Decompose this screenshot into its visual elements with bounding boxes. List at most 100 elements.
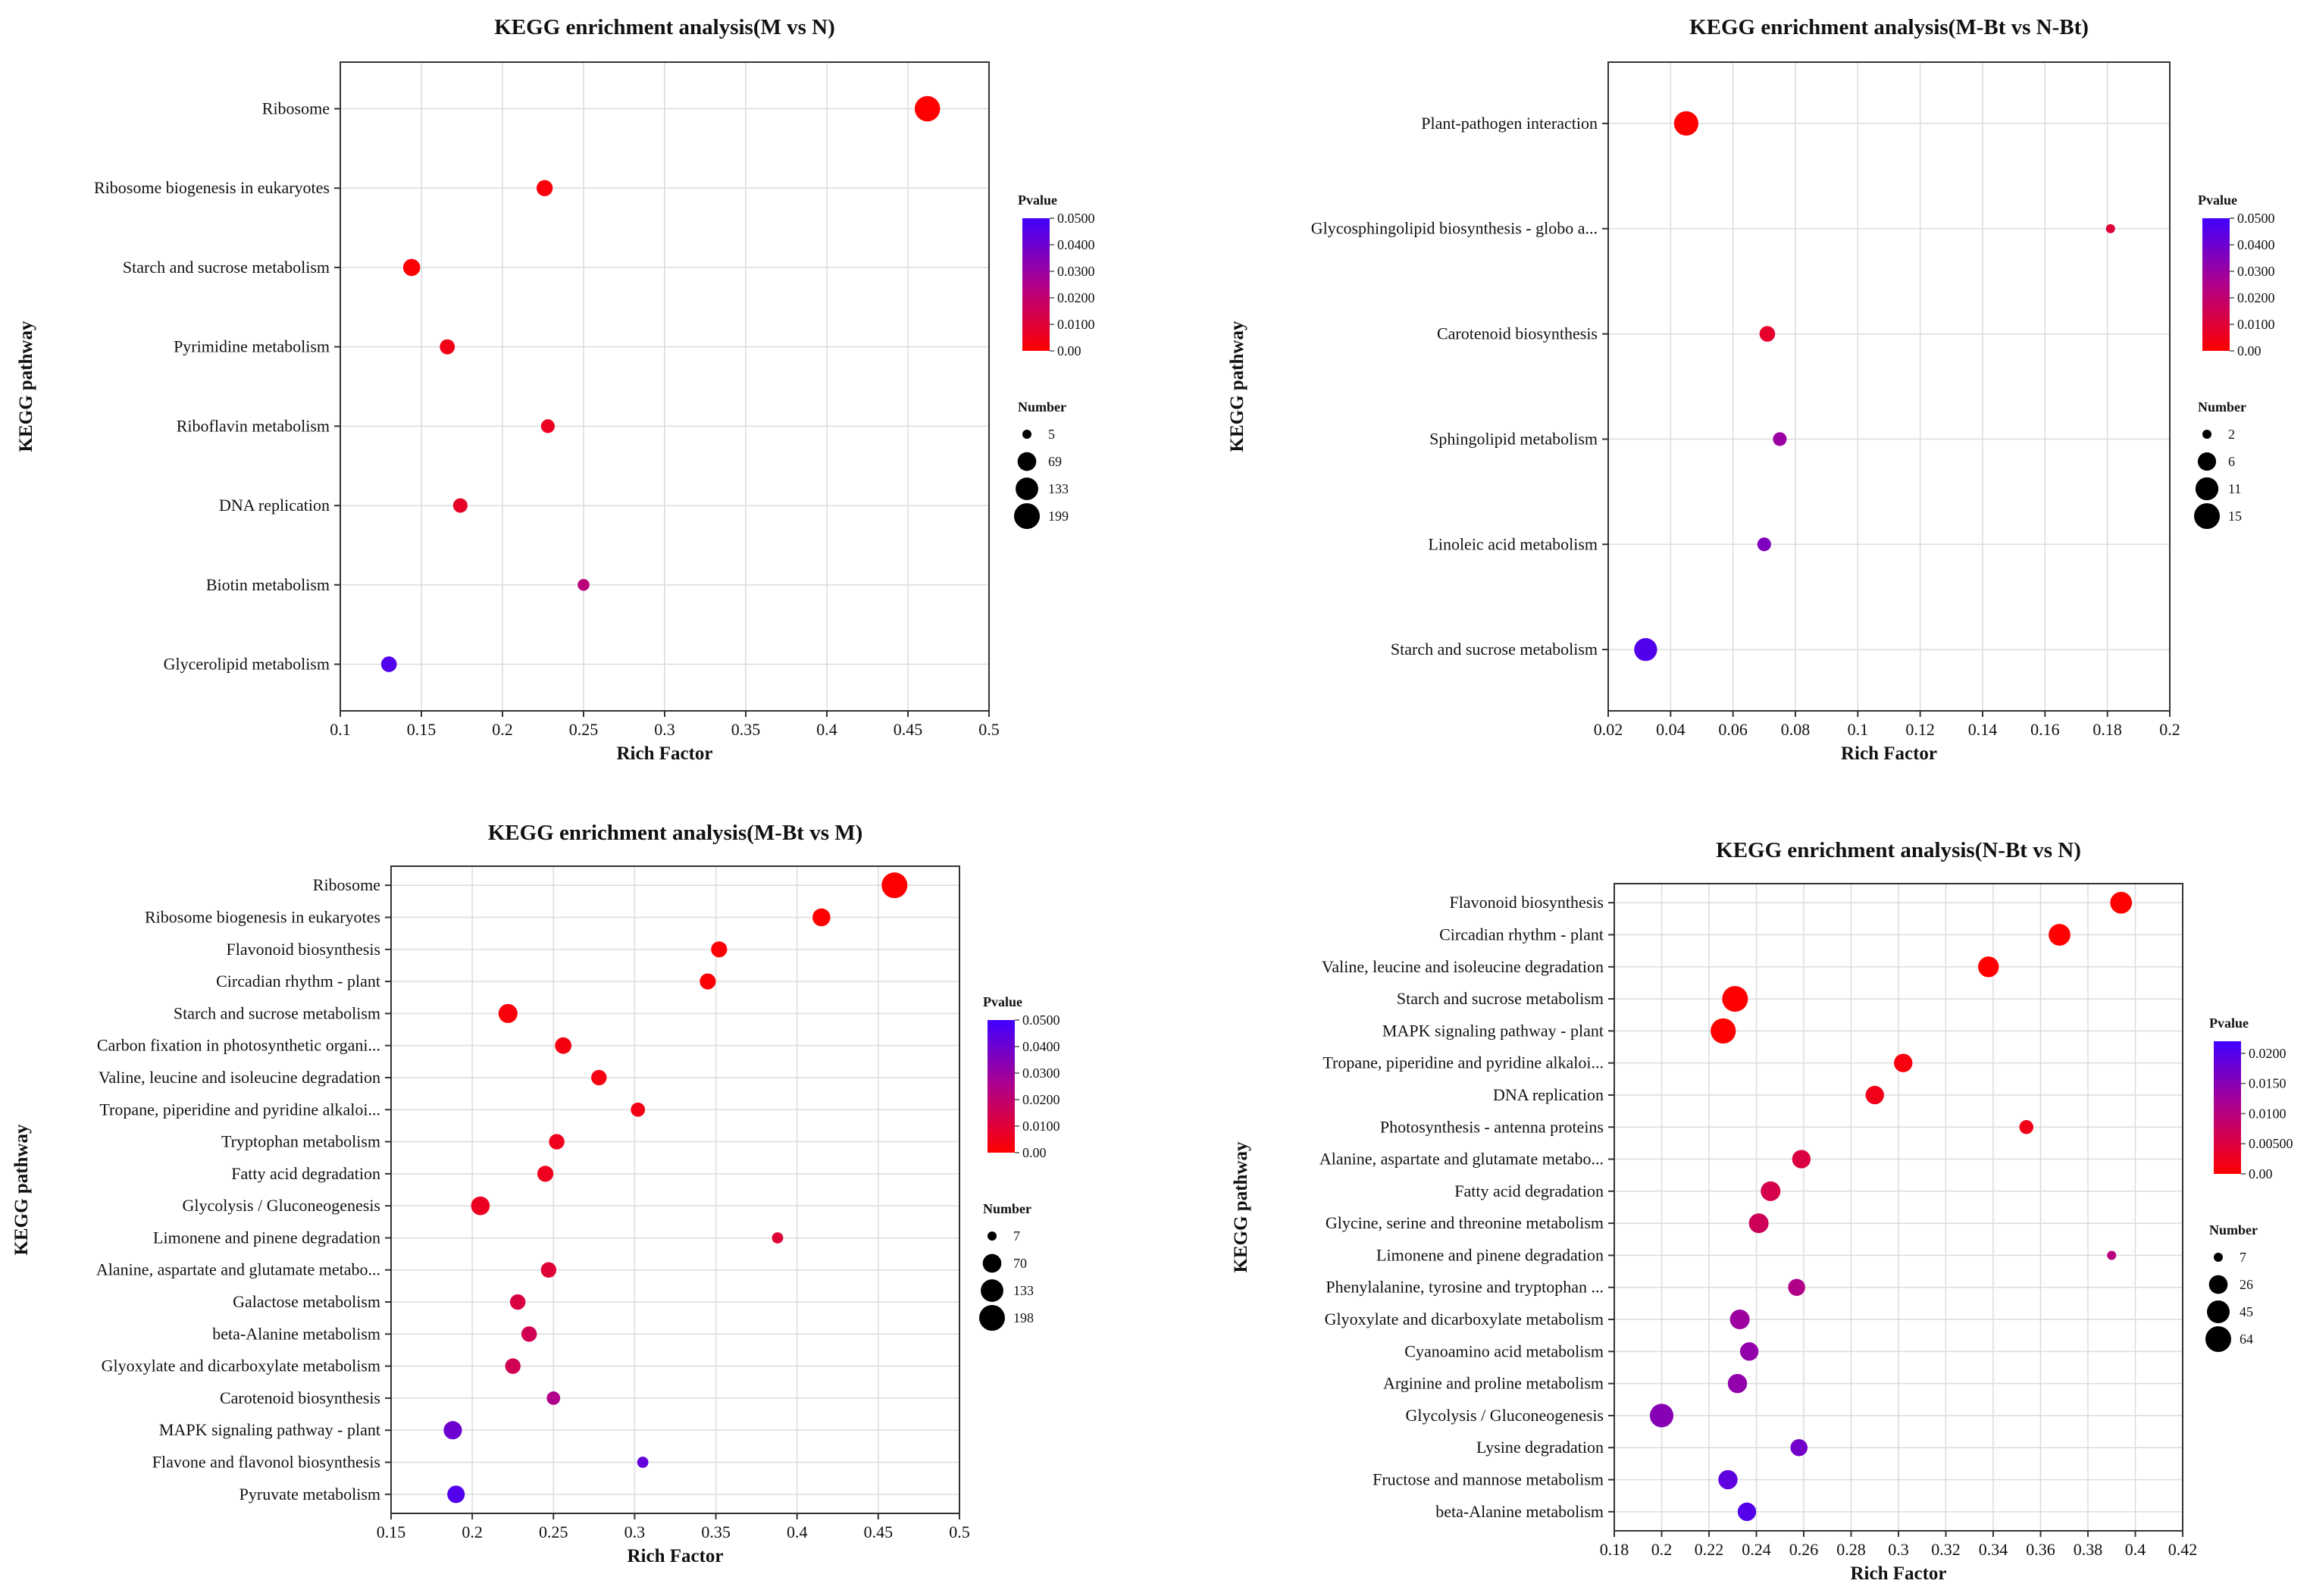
number-legend-label: 6 bbox=[2228, 454, 2235, 469]
number-legend-label: 133 bbox=[1048, 481, 1069, 496]
colorbar-tick-label: 0.0300 bbox=[1057, 264, 1095, 279]
data-point bbox=[447, 1485, 465, 1504]
y-tick-label: Cyanoamino acid metabolism bbox=[1404, 1341, 1604, 1360]
data-point bbox=[540, 1262, 557, 1278]
y-tick-label: Ribosome biogenesis in eukaryotes bbox=[94, 178, 330, 197]
x-tick-label: 0.4 bbox=[2125, 1540, 2146, 1559]
x-tick-label: 0.3 bbox=[1888, 1540, 1909, 1559]
y-tick-label: Valine, leucine and isoleucine degradati… bbox=[1322, 957, 1604, 976]
y-axis-label: KEGG pathway bbox=[11, 1124, 32, 1255]
colorbar-tick-label: 0.0400 bbox=[2237, 237, 2275, 252]
y-tick-label: Glycosphingolipid biosynthesis - globo a… bbox=[1311, 219, 1598, 238]
data-point bbox=[498, 1003, 518, 1023]
y-tick-label: Flavonoid biosynthesis bbox=[226, 940, 380, 959]
x-axis-label: Rich Factor bbox=[627, 1546, 723, 1566]
y-tick-label: MAPK signaling pathway - plant bbox=[159, 1420, 380, 1439]
data-point bbox=[1773, 432, 1787, 446]
x-axis-label: Rich Factor bbox=[616, 743, 712, 764]
x-tick-label: 0.18 bbox=[1600, 1540, 1629, 1559]
colorbar-tick-label: 0.0300 bbox=[1022, 1066, 1060, 1081]
y-tick-label: Limonene and pinene degradation bbox=[1376, 1245, 1604, 1264]
data-point bbox=[2110, 891, 2133, 914]
plot-area bbox=[1607, 61, 2171, 712]
x-tick-label: 0.3 bbox=[624, 1522, 646, 1541]
data-point bbox=[1759, 326, 1776, 342]
y-tick-label: Limonene and pinene degradation bbox=[153, 1228, 380, 1247]
x-tick-label: 0.32 bbox=[1931, 1540, 1961, 1559]
data-point bbox=[1757, 537, 1771, 552]
y-tick-label: Glyoxylate and dicarboxylate metabolism bbox=[102, 1357, 380, 1375]
y-tick-label: Glycolysis / Gluconeogenesis bbox=[182, 1196, 380, 1215]
data-point bbox=[1722, 986, 1748, 1012]
number-legend-label: 2 bbox=[2228, 427, 2235, 442]
x-tick-label: 0.02 bbox=[1594, 720, 1623, 739]
number-legend-label: 133 bbox=[1013, 1283, 1034, 1298]
x-tick-label: 0.2 bbox=[492, 720, 513, 739]
y-tick-label: Carotenoid biosynthesis bbox=[1437, 324, 1598, 343]
plot-border bbox=[1614, 883, 2183, 1532]
y-tick-label: Photosynthesis - antenna proteins bbox=[1380, 1117, 1604, 1136]
data-point bbox=[2105, 224, 2115, 233]
number-legend-label: 64 bbox=[2240, 1332, 2253, 1347]
colorbar-tick-label: 0.0500 bbox=[1057, 211, 1095, 226]
colorbar-tick-label: 0.0400 bbox=[1022, 1039, 1060, 1054]
data-point bbox=[1673, 111, 1699, 136]
y-tick-label: Glycerolipid metabolism bbox=[164, 654, 330, 673]
chart-title: KEGG enrichment analysis(M-Bt vs M) bbox=[488, 821, 863, 845]
y-tick-label: Starch and sucrose metabolism bbox=[1391, 640, 1598, 659]
data-point bbox=[2049, 924, 2071, 946]
data-point bbox=[380, 656, 397, 672]
number-legend-label: 5 bbox=[1048, 427, 1055, 442]
data-point bbox=[546, 1391, 561, 1405]
data-point bbox=[772, 1232, 784, 1244]
number-legend-title: Number bbox=[2209, 1222, 2258, 1238]
data-point bbox=[914, 95, 941, 122]
x-tick-label: 0.26 bbox=[1789, 1540, 1819, 1559]
number-legend-dot bbox=[2208, 1275, 2228, 1294]
colorbar-tick-label: 0.00 bbox=[1022, 1145, 1047, 1160]
data-point bbox=[1761, 1181, 1781, 1201]
y-tick-label: MAPK signaling pathway - plant bbox=[1382, 1021, 1604, 1040]
x-tick-label: 0.45 bbox=[894, 720, 923, 739]
x-tick-label: 0.35 bbox=[701, 1522, 731, 1541]
colorbar-tick-label: 0.0100 bbox=[2249, 1106, 2287, 1121]
y-tick-label: beta-Alanine metabolism bbox=[1435, 1502, 1604, 1521]
number-legend-label: 69 bbox=[1048, 454, 1062, 469]
data-point bbox=[1792, 1150, 1811, 1169]
colorbar-tick-label: 0.0100 bbox=[2237, 317, 2275, 332]
x-tick-label: 0.25 bbox=[569, 720, 599, 739]
pvalue-legend-title: Pvalue bbox=[2209, 1015, 2249, 1031]
x-tick-label: 0.28 bbox=[1836, 1540, 1866, 1559]
y-tick-label: Starch and sucrose metabolism bbox=[123, 258, 330, 277]
number-legend-dot bbox=[2194, 503, 2220, 529]
number-legend-label: 7 bbox=[2240, 1250, 2246, 1265]
y-tick-label: Linoleic acid metabolism bbox=[1428, 534, 1598, 553]
x-tick-label: 0.3 bbox=[654, 720, 675, 739]
x-axis-label: Rich Factor bbox=[1850, 1563, 1946, 1584]
number-legend-dot bbox=[1014, 503, 1040, 529]
y-tick-label: Plant-pathogen interaction bbox=[1421, 114, 1598, 133]
chart-1: KEGG enrichment analysis(M vs N) 0.1 0.15 0… bbox=[16, 15, 1095, 764]
y-tick-label: Sphingolipid metabolism bbox=[1429, 429, 1598, 448]
data-point bbox=[881, 872, 908, 899]
data-point bbox=[440, 339, 455, 355]
x-tick-label: 0.35 bbox=[731, 720, 761, 739]
number-legend-dot bbox=[2214, 1253, 2223, 1262]
number-legend-label: 26 bbox=[2240, 1277, 2253, 1292]
number-legend-dot bbox=[2197, 452, 2217, 471]
x-tick-label: 0.2 bbox=[1651, 1540, 1673, 1559]
data-point bbox=[2107, 1250, 2117, 1260]
data-point bbox=[1978, 956, 1999, 978]
y-axis-label: KEGG pathway bbox=[1231, 1141, 1251, 1272]
data-point bbox=[637, 1457, 649, 1468]
y-tick-label: Flavonoid biosynthesis bbox=[1449, 893, 1604, 912]
y-axis-label: KEGG pathway bbox=[1227, 321, 1247, 452]
y-tick-label: Valine, leucine and isoleucine degradati… bbox=[99, 1068, 380, 1087]
data-point bbox=[1737, 1502, 1757, 1522]
data-point bbox=[1865, 1085, 1884, 1105]
number-legend-dot bbox=[2205, 1326, 2231, 1352]
